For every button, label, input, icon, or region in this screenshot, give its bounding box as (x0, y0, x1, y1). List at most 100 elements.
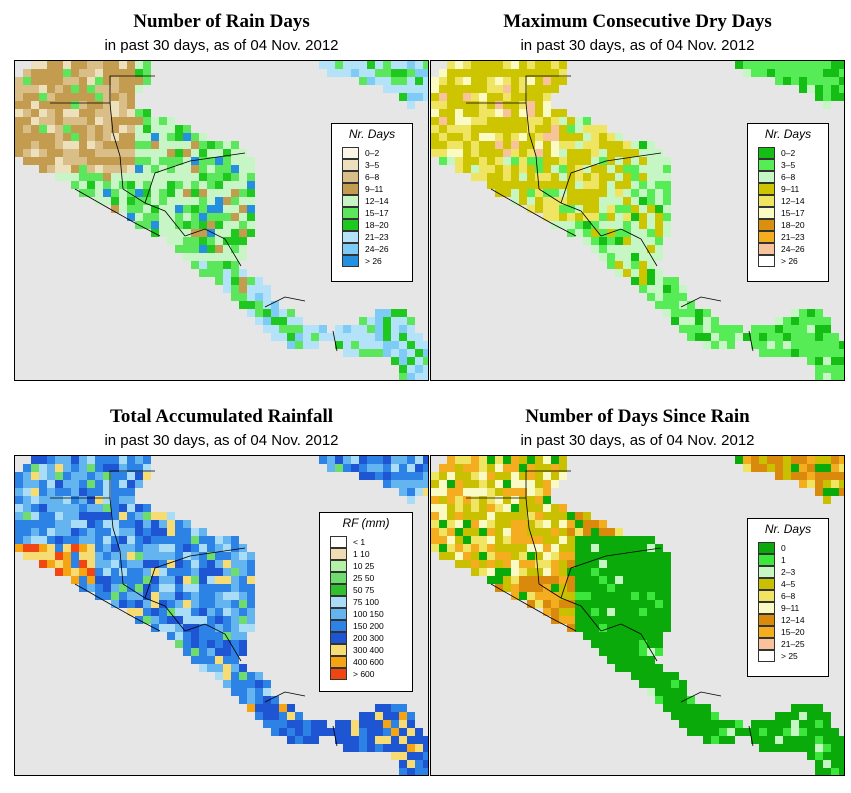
grid-cell (287, 736, 295, 744)
grid-cell (247, 688, 255, 696)
grid-cell (519, 456, 527, 464)
grid-cell (183, 205, 191, 213)
grid-cell (783, 728, 791, 736)
grid-cell (111, 536, 119, 544)
grid-cell (127, 560, 135, 568)
grid-cell (655, 584, 663, 592)
grid-cell (839, 357, 844, 365)
grid-cell (167, 229, 175, 237)
grid-cell (535, 464, 543, 472)
grid-cell (215, 141, 223, 149)
grid-cell (207, 157, 215, 165)
grid-cell (23, 141, 31, 149)
border-line (525, 102, 540, 190)
grid-cell (415, 736, 423, 744)
grid-cell (623, 245, 631, 253)
grid-cell (79, 61, 87, 69)
grid-cell (479, 456, 487, 464)
grid-cell (535, 77, 543, 85)
grid-cell (639, 592, 647, 600)
grid-cell (351, 325, 359, 333)
grid-cell (223, 552, 231, 560)
grid-cell (151, 197, 159, 205)
grid-cell (79, 472, 87, 480)
grid-cell (279, 728, 287, 736)
grid-cell (191, 245, 199, 253)
grid-cell (359, 349, 367, 357)
grid-cell (639, 680, 647, 688)
grid-cell (591, 181, 599, 189)
grid-cell (239, 269, 247, 277)
grid-cell (807, 480, 815, 488)
grid-cell (583, 205, 591, 213)
grid-cell (559, 600, 567, 608)
grid-cell (111, 576, 119, 584)
grid-cell (527, 512, 535, 520)
grid-cell (783, 712, 791, 720)
grid-cell (375, 744, 383, 752)
grid-cell (407, 456, 415, 464)
grid-cell (23, 552, 31, 560)
grid-cell (775, 456, 783, 464)
grid-cell (439, 536, 447, 544)
grid-cell (471, 125, 479, 133)
grid-cell (47, 480, 55, 488)
grid-cell (535, 560, 543, 568)
grid-cell (39, 69, 47, 77)
grid-cell (823, 61, 831, 69)
grid-cell (599, 133, 607, 141)
grid-cell (815, 736, 823, 744)
grid-cell (703, 341, 711, 349)
coastline (490, 583, 577, 632)
grid-cell (119, 69, 127, 77)
grid-cell (455, 496, 463, 504)
grid-cell (455, 488, 463, 496)
grid-cell (239, 157, 247, 165)
legend-entry: 21–23 (342, 231, 412, 243)
grid-cell (551, 165, 559, 173)
grid-cell (391, 752, 399, 760)
grid-cell (439, 85, 447, 93)
grid-cell (647, 141, 655, 149)
grid-cell (391, 720, 399, 728)
grid-cell (287, 341, 295, 349)
grid-cell (423, 77, 428, 85)
grid-cell (535, 472, 543, 480)
grid-cell (191, 584, 199, 592)
grid-cell (247, 181, 255, 189)
grid-cell (175, 624, 183, 632)
grid-cell (615, 245, 623, 253)
grid-cell (503, 472, 511, 480)
grid-cell (511, 173, 519, 181)
grid-cell (151, 608, 159, 616)
grid-cell (319, 325, 327, 333)
grid-cell (583, 624, 591, 632)
grid-cell (511, 520, 519, 528)
grid-cell (295, 325, 303, 333)
grid-cell (119, 85, 127, 93)
grid-cell (79, 552, 87, 560)
grid-cell (223, 141, 231, 149)
grid-cell (399, 325, 407, 333)
grid-cell (247, 600, 255, 608)
grid-cell (503, 109, 511, 117)
grid-cell (479, 125, 487, 133)
legend-label: 6–8 (365, 172, 380, 182)
grid-cell (639, 245, 647, 253)
grid-cell (775, 333, 783, 341)
grid-cell (815, 456, 823, 464)
grid-cell (647, 616, 655, 624)
grid-cell (663, 277, 671, 285)
grid-cell (663, 205, 671, 213)
grid-cell (63, 488, 71, 496)
grid-cell (63, 109, 71, 117)
grid-cell (39, 464, 47, 472)
grid-cell (31, 141, 39, 149)
grid-cell (439, 93, 447, 101)
grid-cell (479, 504, 487, 512)
grid-cell (127, 205, 135, 213)
grid-cell (487, 173, 495, 181)
grid-cell (839, 85, 844, 93)
grid-cell (639, 253, 647, 261)
grid-cell (639, 221, 647, 229)
